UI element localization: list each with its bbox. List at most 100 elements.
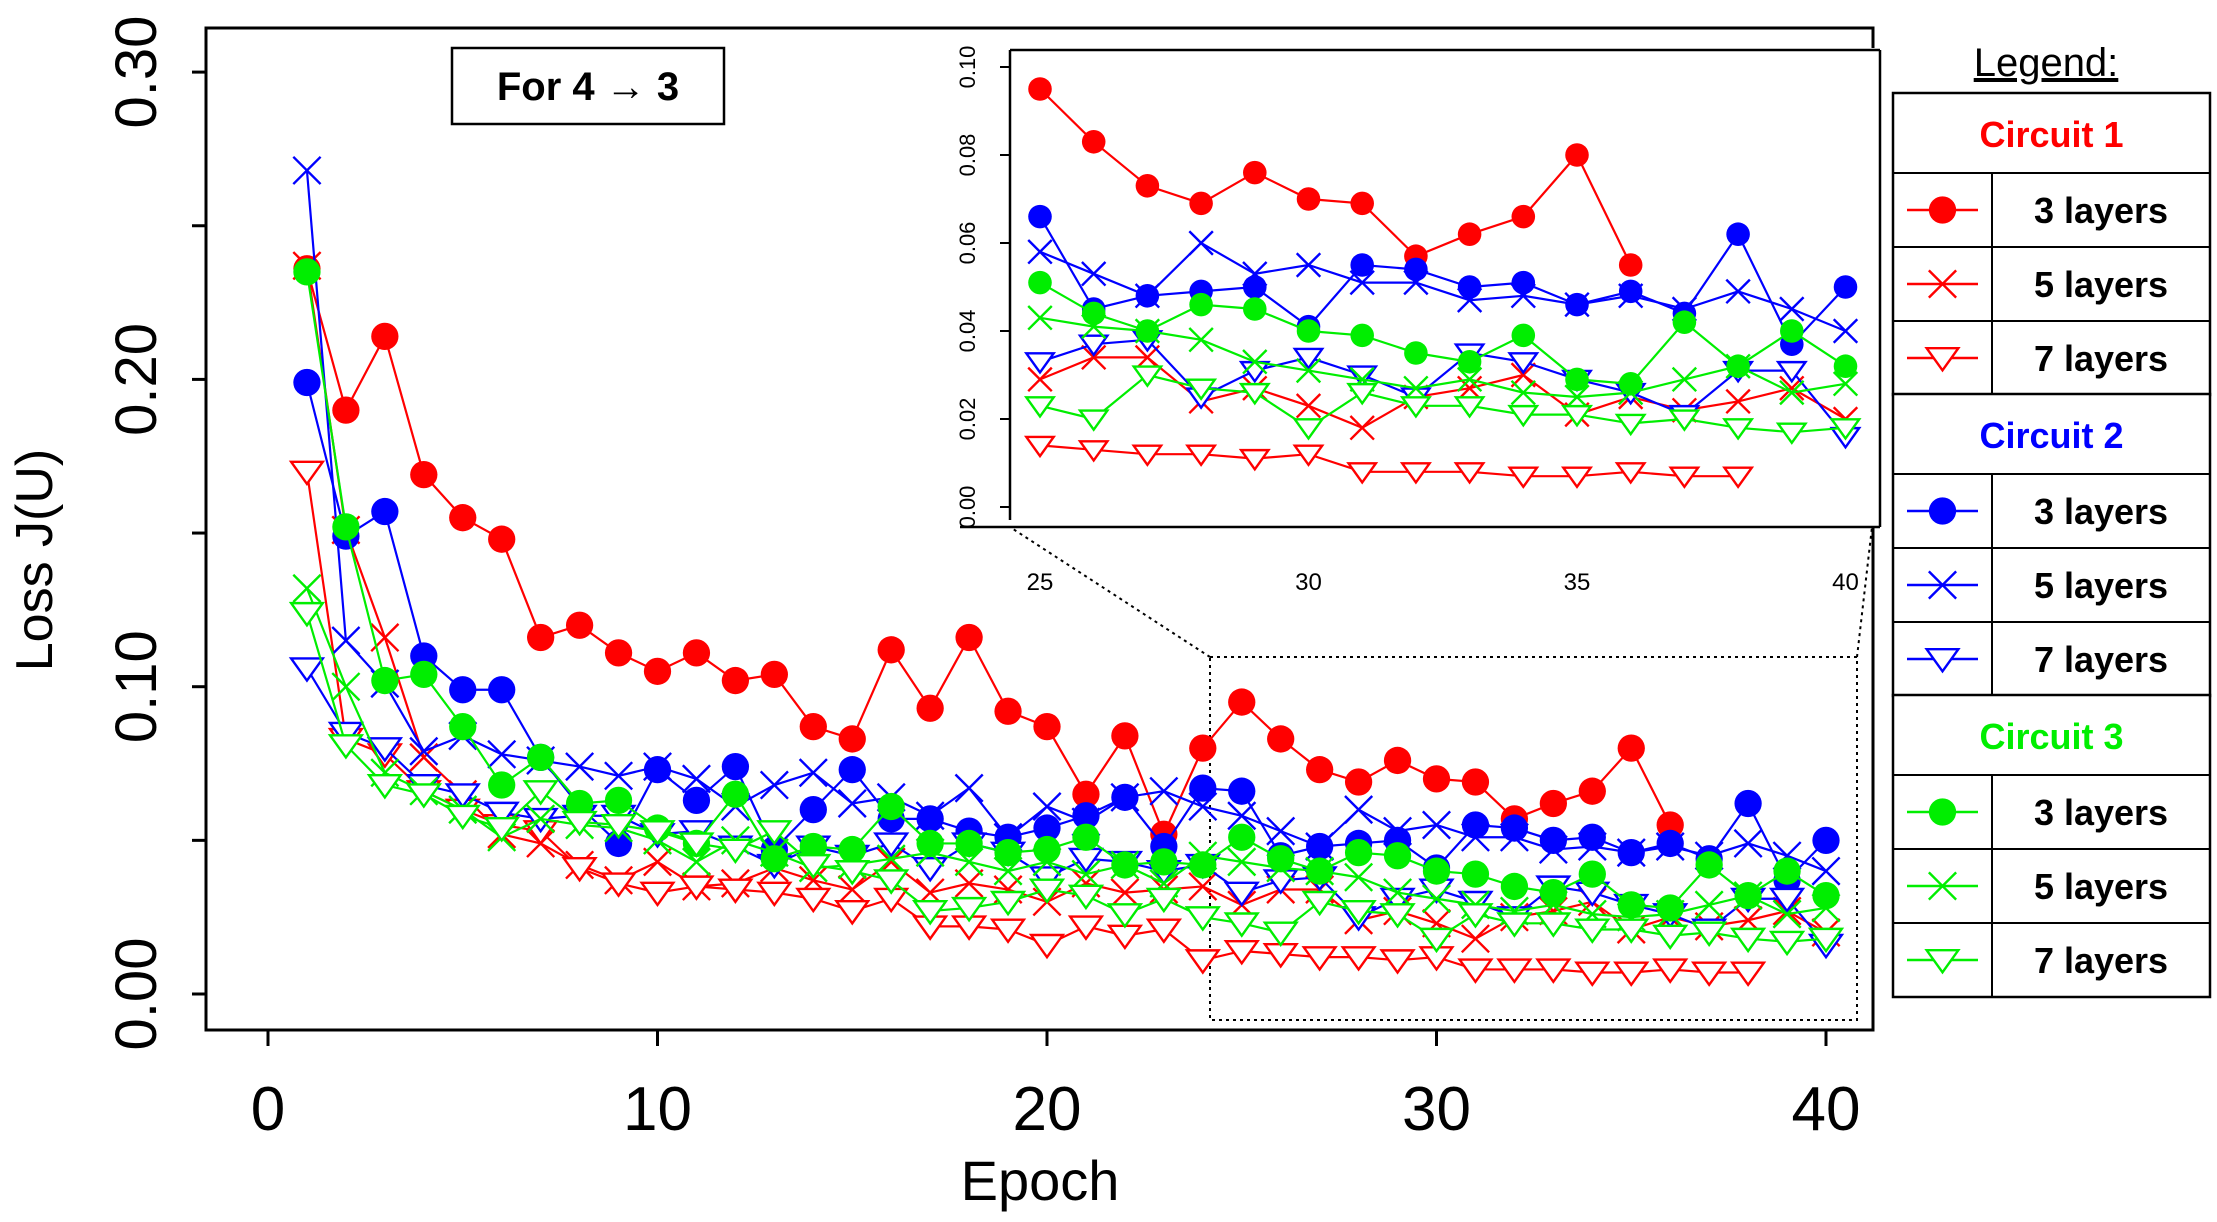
series-0-point [565, 611, 594, 639]
series-6-point [1656, 894, 1684, 922]
series-6-point [1539, 878, 1567, 907]
inset-series-7-line [1039, 316, 1846, 399]
inset-series-4-point [1725, 278, 1751, 305]
series-3-point [449, 676, 477, 704]
series-4-point [292, 155, 322, 185]
series-1-point [1460, 924, 1490, 954]
series-0-point [1422, 765, 1451, 793]
legend-group-label: Circuit 3 [1979, 716, 2123, 757]
series-0-point [1461, 768, 1490, 796]
series-8-line [305, 612, 1827, 943]
legend-layer-label: 7 layers [2034, 639, 2168, 680]
series-5-point [1768, 887, 1806, 914]
series-6-point [565, 789, 594, 818]
series-4-point [1305, 832, 1335, 861]
inset-series-6-point [1511, 323, 1536, 348]
zoom-connector [1009, 526, 1211, 658]
series-8-point [327, 734, 365, 760]
series-3-point [1189, 774, 1217, 802]
series-0-point [1267, 725, 1295, 753]
y-tick-label: 0.00 [104, 938, 169, 1051]
series-4-point [1460, 822, 1490, 852]
inset-series-5-point [1292, 347, 1325, 371]
legend-group-box [1891, 91, 2212, 397]
series-2-point [1729, 961, 1767, 987]
inset-series-8-point [1829, 418, 1862, 441]
inset-series-2-point [1614, 462, 1647, 485]
legend-layer-label: 3 layers [2034, 491, 2168, 532]
series-6-point [838, 835, 866, 864]
inset-series-7-point [1510, 379, 1536, 406]
series-6-point [527, 743, 555, 772]
series-7-point [331, 672, 361, 702]
series-6-point [1033, 835, 1061, 864]
x-tick-label: 40 [1792, 1075, 1861, 1144]
series-8-point [444, 804, 481, 831]
inset-series-0-point [1243, 160, 1267, 185]
series-4-line [305, 170, 1827, 873]
series-6-point [1150, 848, 1178, 876]
legend-marker [1928, 497, 1957, 525]
series-7-point [1694, 890, 1724, 920]
inset-series-8-point [1453, 396, 1486, 419]
inset-x-tick-label: 30 [1295, 569, 1322, 596]
inset-series-7-point [1725, 353, 1751, 379]
inset-series-0-point [1457, 222, 1482, 246]
series-8-point [1496, 912, 1533, 938]
series-8-point [483, 817, 520, 843]
legend-marker [1928, 570, 1957, 600]
series-2-point [1184, 949, 1221, 975]
inset-series-8-point [1131, 365, 1164, 388]
series-2-point [1690, 961, 1728, 987]
inset-series-8-point [1023, 396, 1057, 419]
series-6-point [1773, 857, 1801, 885]
series-6-point [371, 666, 399, 695]
series-6-point [1267, 845, 1295, 873]
legend-marker [1924, 948, 1961, 975]
series-8-point [1145, 887, 1183, 914]
series-8-point [911, 900, 949, 926]
inset-series-2-point [1292, 444, 1325, 467]
inset-series-1-point [1295, 393, 1322, 419]
inset-series-2-point [1560, 466, 1594, 489]
series-0-point [410, 461, 438, 489]
series-8-point [834, 860, 871, 886]
series-6-point [1461, 860, 1490, 888]
series-8-point [1807, 927, 1845, 954]
inset-series-7-point [1671, 366, 1698, 393]
series-7-point [1032, 847, 1062, 877]
inset-series-6-point [1565, 367, 1589, 392]
series-3-point [721, 752, 750, 781]
legend-layer-label: 7 layers [2034, 940, 2168, 981]
inset-series-8-point [1722, 418, 1755, 441]
inset-series-3-point [1726, 222, 1750, 246]
inset-y-tick-label: 0.02 [955, 398, 980, 441]
inset-series-8-point [1238, 382, 1271, 406]
series-2-point [717, 878, 754, 904]
inset-x-tick-label: 35 [1564, 569, 1591, 596]
inset-series-2-point [1131, 444, 1164, 467]
series-3-point [1812, 826, 1840, 854]
inset-series-3-point [1618, 279, 1643, 304]
series-8-point [522, 780, 559, 806]
series-0-point [1228, 688, 1256, 716]
series-8-point [288, 601, 326, 628]
inset-y-tick-label: 0.08 [955, 134, 980, 177]
series-3-point [293, 368, 321, 397]
series-2-point [756, 881, 793, 908]
inset-series-7-point [1564, 384, 1590, 410]
legend-layer-label: 3 layers [2034, 190, 2168, 231]
inset-series-6-point [1404, 341, 1428, 365]
series-5-point [1028, 866, 1066, 892]
legend-marker [1928, 269, 1957, 299]
series-7-point [1422, 884, 1451, 914]
series-6-point [721, 780, 750, 808]
inset-series-1-point [1081, 344, 1107, 371]
series-7-point [292, 573, 322, 603]
series-2-point [288, 460, 326, 487]
series-2-point [1574, 961, 1611, 987]
series-3-point [488, 676, 516, 704]
series-0-point [916, 694, 944, 722]
legend-marker [1924, 346, 1961, 373]
inset-series-6-point [1833, 354, 1858, 378]
